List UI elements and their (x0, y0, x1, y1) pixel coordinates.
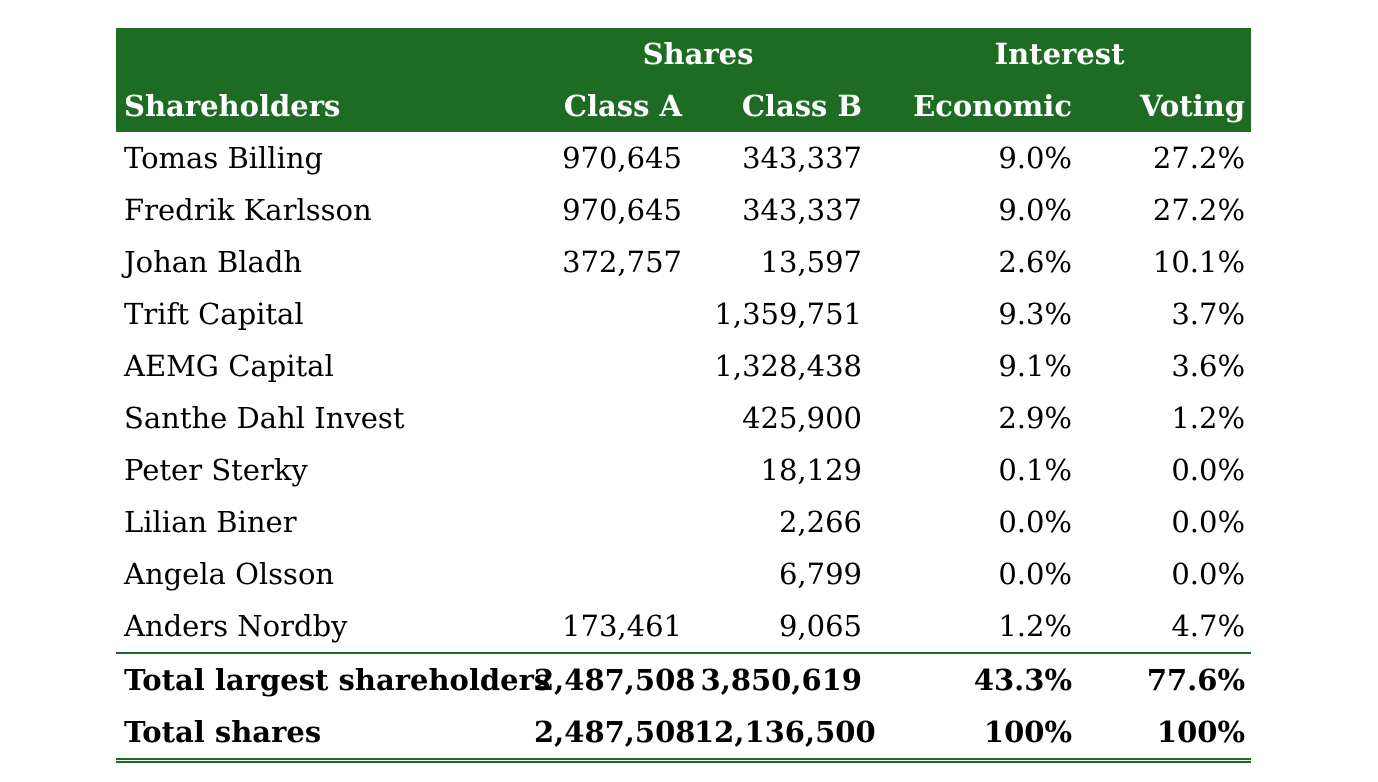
shareholder-name-cell: AEMG Capital (124, 349, 334, 383)
class-b-shares-cell: 13,597 (760, 245, 862, 279)
class-b-shares-cell: 9,065 (778, 609, 862, 643)
column-header-shareholders: Shareholders (124, 89, 341, 123)
voting-interest-cell: 100% (1078, 706, 1252, 763)
column-header-voting: Voting (1140, 89, 1246, 123)
shareholder-name-cell: Total shares (116, 706, 528, 763)
class-b-shares-cell: 425,900 (742, 401, 862, 435)
total-row: Total largest shareholders 2,487,508 3,850… (116, 652, 1252, 706)
shareholder-name-cell: Total largest shareholders (116, 652, 550, 706)
shareholder-name-cell: Johan Bladh (124, 245, 303, 279)
column-header-economic: Economic (913, 89, 1072, 123)
class-a-shares-cell: 2,487,508 (528, 706, 695, 763)
economic-interest-cell: 9.1% (998, 349, 1072, 383)
voting-interest-cell: 10.1% (1152, 245, 1246, 279)
shareholder-name-cell: Santhe Dahl Invest (124, 401, 405, 435)
class-a-shares-cell (528, 288, 688, 340)
table-row: Peter Sterky 18,129 0.1% 0.0% (116, 444, 1251, 496)
voting-interest-cell: 0.0% (1171, 505, 1246, 539)
group-header-row: Shares Interest (116, 28, 1252, 80)
group-header-shares: Shares (642, 37, 754, 71)
class-a-shares-cell: 2,487,508 (528, 652, 695, 706)
shareholder-name-cell: Anders Nordby (124, 609, 348, 643)
class-b-shares-cell: 343,337 (742, 193, 862, 227)
voting-interest-cell: 3.7% (1171, 297, 1246, 331)
class-b-shares-cell: 6,799 (778, 557, 862, 591)
table-row: Santhe Dahl Invest 425,900 2.9% 1.2% (116, 392, 1251, 444)
class-a-shares-cell (528, 444, 688, 496)
class-a-shares-cell (528, 496, 688, 548)
table-row: Anders Nordby 173,461 9,065 1.2% 4.7% (116, 600, 1251, 653)
total-row: Total shares 2,487,508 12,136,500 100% 100% (116, 706, 1252, 763)
class-b-shares-cell: 1,359,751 (714, 297, 862, 331)
voting-interest-cell: 0.0% (1171, 557, 1246, 591)
class-a-shares-cell: 173,461 (562, 609, 682, 643)
class-b-shares-cell: 12,136,500 (688, 706, 876, 763)
table-row: Trift Capital 1,359,751 9.3% 3.7% (116, 288, 1251, 340)
table-row: Johan Bladh 372,757 13,597 2.6% 10.1% (116, 236, 1251, 288)
class-a-shares-cell: 372,757 (562, 245, 682, 279)
table-row: Angela Olsson 6,799 0.0% 0.0% (116, 548, 1251, 600)
economic-interest-cell: 0.1% (998, 453, 1072, 487)
class-a-shares-cell: 970,645 (562, 141, 682, 175)
economic-interest-cell: 9.3% (998, 297, 1072, 331)
column-header-class-b: Class B (741, 89, 862, 123)
economic-interest-cell: 2.6% (998, 245, 1072, 279)
voting-interest-cell: 27.2% (1152, 141, 1246, 175)
voting-interest-cell: 4.7% (1171, 609, 1246, 643)
voting-interest-cell: 77.6% (1078, 652, 1252, 706)
class-b-shares-cell: 1,328,438 (714, 349, 862, 383)
shareholder-name-cell: Angela Olsson (124, 557, 335, 591)
table-row: Lilian Biner 2,266 0.0% 0.0% (116, 496, 1251, 548)
group-header-interest: Interest (994, 37, 1125, 71)
voting-interest-cell: 0.0% (1171, 453, 1246, 487)
shareholders-table: Shares Interest Shareholders Class A Cla… (116, 28, 1252, 763)
class-b-shares-cell: 3,850,619 (688, 652, 868, 706)
class-a-shares-cell (528, 340, 688, 392)
economic-interest-cell: 1.2% (998, 609, 1072, 643)
economic-interest-cell: 0.0% (998, 505, 1072, 539)
shareholder-name-cell: Lilian Biner (124, 505, 297, 539)
class-a-shares-cell (528, 548, 688, 600)
table-body: Tomas Billing 970,645 343,337 9.0% 27.2% Fred… (116, 132, 1252, 763)
class-a-shares-cell: 970,645 (562, 193, 682, 227)
economic-interest-cell: 2.9% (998, 401, 1072, 435)
shareholder-name-cell: Trift Capital (124, 297, 304, 331)
economic-interest-cell: 100% (868, 706, 1078, 763)
shareholder-name-cell: Fredrik Karlsson (124, 193, 372, 227)
voting-interest-cell: 3.6% (1171, 349, 1246, 383)
economic-interest-cell: 9.0% (998, 141, 1072, 175)
economic-interest-cell: 43.3% (868, 652, 1078, 706)
column-header-class-a: Class A (563, 89, 682, 123)
voting-interest-cell: 1.2% (1171, 401, 1246, 435)
class-b-shares-cell: 343,337 (742, 141, 862, 175)
voting-interest-cell: 27.2% (1152, 193, 1246, 227)
economic-interest-cell: 9.0% (998, 193, 1072, 227)
table-row: Tomas Billing 970,645 343,337 9.0% 27.2% (116, 132, 1251, 184)
shareholder-name-cell: Tomas Billing (124, 141, 324, 175)
group-header-blank (116, 28, 528, 80)
class-b-shares-cell: 2,266 (778, 505, 862, 539)
class-b-shares-cell: 18,129 (760, 453, 862, 487)
column-header-row: Shareholders Class A Class B Economic Vo… (116, 80, 1252, 132)
table-row: Fredrik Karlsson 970,645 343,337 9.0% 27.2% (116, 184, 1251, 236)
table-header: Shares Interest Shareholders Class A Cla… (116, 28, 1252, 132)
economic-interest-cell: 0.0% (998, 557, 1072, 591)
table-row: AEMG Capital 1,328,438 9.1% 3.6% (116, 340, 1251, 392)
shareholder-name-cell: Peter Sterky (124, 453, 308, 487)
class-a-shares-cell (528, 392, 688, 444)
